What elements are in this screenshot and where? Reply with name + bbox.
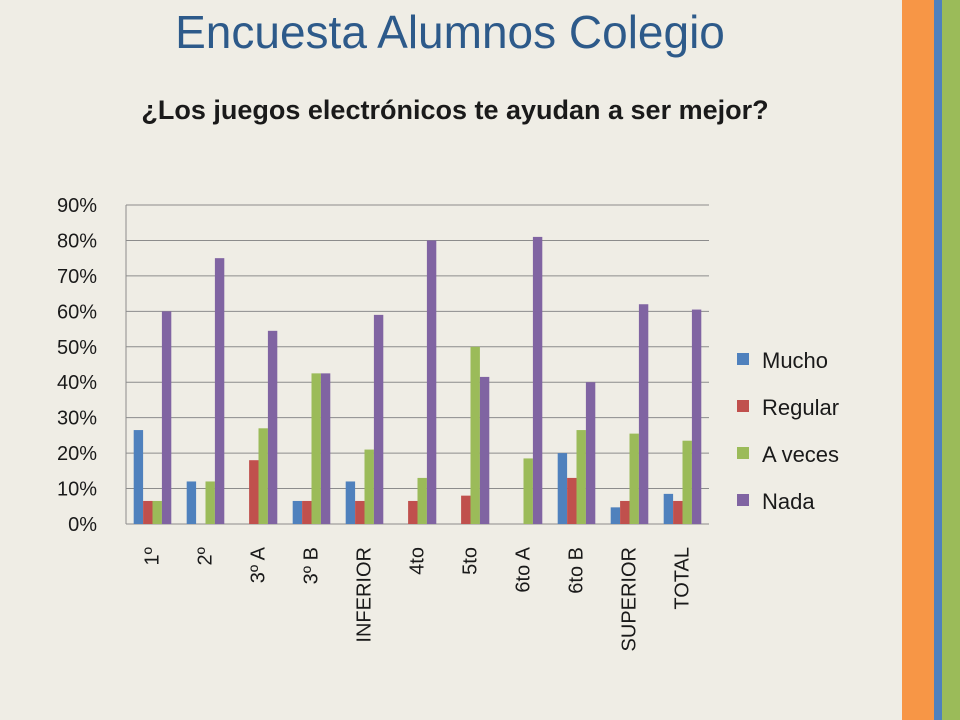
green-stripe: [942, 0, 960, 720]
bar: [311, 373, 321, 524]
slide-title: Encuesta Alumnos Colegio: [175, 6, 725, 58]
y-tick-label: 10%: [57, 479, 97, 501]
chart-title: ¿Los juegos electrónicos te ayudan a ser…: [141, 95, 769, 125]
x-tick-label: 2º: [195, 546, 217, 565]
bar: [638, 304, 649, 524]
bar: [408, 500, 418, 524]
bar: [523, 458, 533, 524]
bar: [426, 240, 437, 524]
bar: [249, 460, 259, 524]
y-tick-label: 40%: [57, 372, 97, 394]
legend-label: Mucho: [762, 348, 828, 373]
bar: [373, 314, 384, 524]
bar: [267, 330, 278, 524]
bar: [320, 373, 331, 524]
bar: [186, 481, 197, 524]
legend-label: Nada: [762, 489, 815, 514]
bar: [417, 477, 427, 524]
bar: [576, 430, 586, 524]
x-tick-label: 1º: [142, 546, 164, 565]
x-tick-label: SUPERIOR: [619, 547, 641, 651]
x-tick-label: 6to A: [513, 546, 535, 592]
legend-swatch: [737, 494, 749, 506]
blue-stripe: [934, 0, 942, 720]
y-tick-label: 80%: [57, 230, 97, 252]
x-tick-label: 3º B: [301, 547, 323, 584]
x-tick-label: INFERIOR: [354, 547, 376, 643]
bar: [205, 481, 215, 524]
bar: [152, 500, 162, 524]
bar: [161, 311, 172, 524]
bar: [345, 481, 356, 524]
y-tick-label: 30%: [57, 408, 97, 430]
bar: [355, 500, 365, 524]
x-tick-label: 5to: [460, 547, 482, 575]
legend-swatch: [737, 400, 749, 412]
legend-swatch: [737, 447, 749, 459]
x-tick-label: 4to: [407, 547, 429, 575]
bar: [629, 433, 639, 524]
bar: [691, 309, 702, 524]
y-tick-label: 50%: [57, 337, 97, 359]
y-tick-label: 20%: [57, 443, 97, 465]
bar: [557, 453, 568, 524]
x-tick-label: TOTAL: [672, 547, 694, 610]
bar: [258, 428, 268, 524]
y-tick-label: 60%: [57, 301, 97, 323]
bar: [532, 236, 543, 524]
legend-label: Regular: [762, 395, 839, 420]
orange-stripe: [902, 0, 934, 720]
bar: [663, 493, 674, 524]
legend-swatch: [737, 353, 749, 365]
bar: [292, 500, 303, 524]
bar: [479, 376, 490, 524]
bar: [620, 500, 630, 524]
bar: [567, 477, 577, 524]
bar: [143, 500, 153, 524]
bar: [214, 258, 225, 524]
y-tick-label: 90%: [57, 195, 97, 217]
bar: [610, 507, 621, 524]
y-tick-label: 70%: [57, 266, 97, 288]
bar: [585, 382, 596, 524]
bar: [461, 495, 471, 524]
legend-label: A veces: [762, 442, 839, 467]
x-tick-label: 3º A: [248, 546, 270, 583]
bar: [470, 346, 480, 524]
bar: [364, 449, 374, 524]
bar: [673, 500, 683, 524]
bar: [302, 500, 312, 524]
bar: [682, 440, 692, 524]
bar: [133, 430, 144, 524]
x-tick-label: 6to B: [566, 547, 588, 594]
y-tick-label: 0%: [68, 514, 97, 536]
